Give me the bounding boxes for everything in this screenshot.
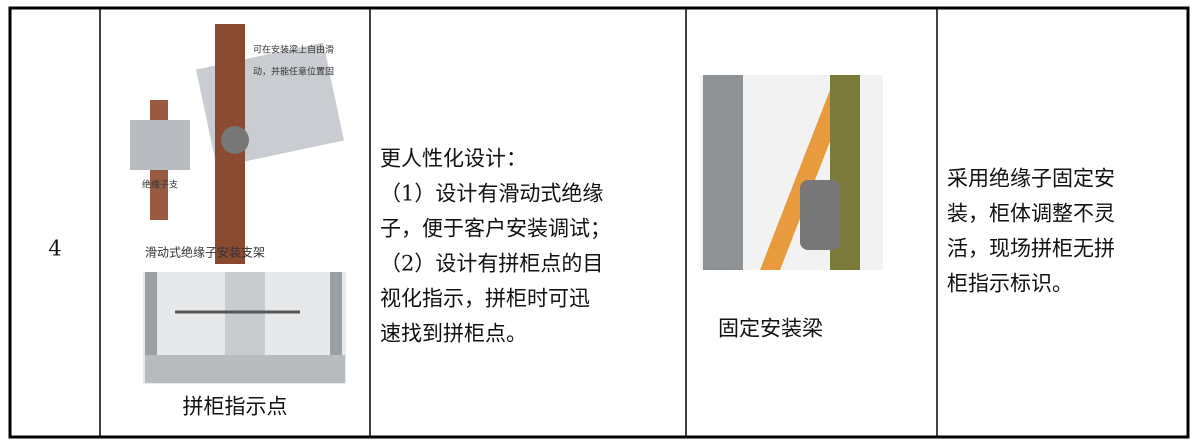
beam-image bbox=[700, 75, 883, 270]
text-line: （2）设计有拼柜点的目 bbox=[380, 252, 603, 276]
image-caption: 固定安装梁 bbox=[718, 317, 823, 341]
image-caption: 拼柜指示点 bbox=[183, 395, 288, 419]
image-note: 动，并能任意位置固 bbox=[253, 66, 334, 78]
text-line: 采用绝缘子固定安 bbox=[947, 167, 1115, 191]
cabinet-image bbox=[143, 272, 346, 384]
row-number: 4 bbox=[48, 237, 61, 261]
bracket-image bbox=[130, 24, 344, 264]
text-line: 子，便于客户安装调试； bbox=[380, 217, 611, 241]
image-caption: 滑动式绝缘子安装支架 bbox=[145, 245, 265, 260]
image-note: 可在安装梁上自由滑 bbox=[253, 44, 334, 56]
table-grid bbox=[8, 6, 1190, 439]
text-line: 活，现场拼柜无拼 bbox=[947, 237, 1115, 261]
image-note: 绝缘子支 bbox=[142, 179, 178, 191]
text-line: 速找到拼柜点。 bbox=[380, 322, 527, 346]
text-line: 更人性化设计： bbox=[380, 147, 527, 171]
text-line: 装，柜体调整不灵 bbox=[947, 202, 1115, 226]
text-line: 视化指示，拼柜时可迅 bbox=[380, 287, 590, 311]
text-line: （1）设计有滑动式绝缘 bbox=[380, 182, 603, 206]
text-line: 柜指示标识。 bbox=[947, 272, 1073, 296]
